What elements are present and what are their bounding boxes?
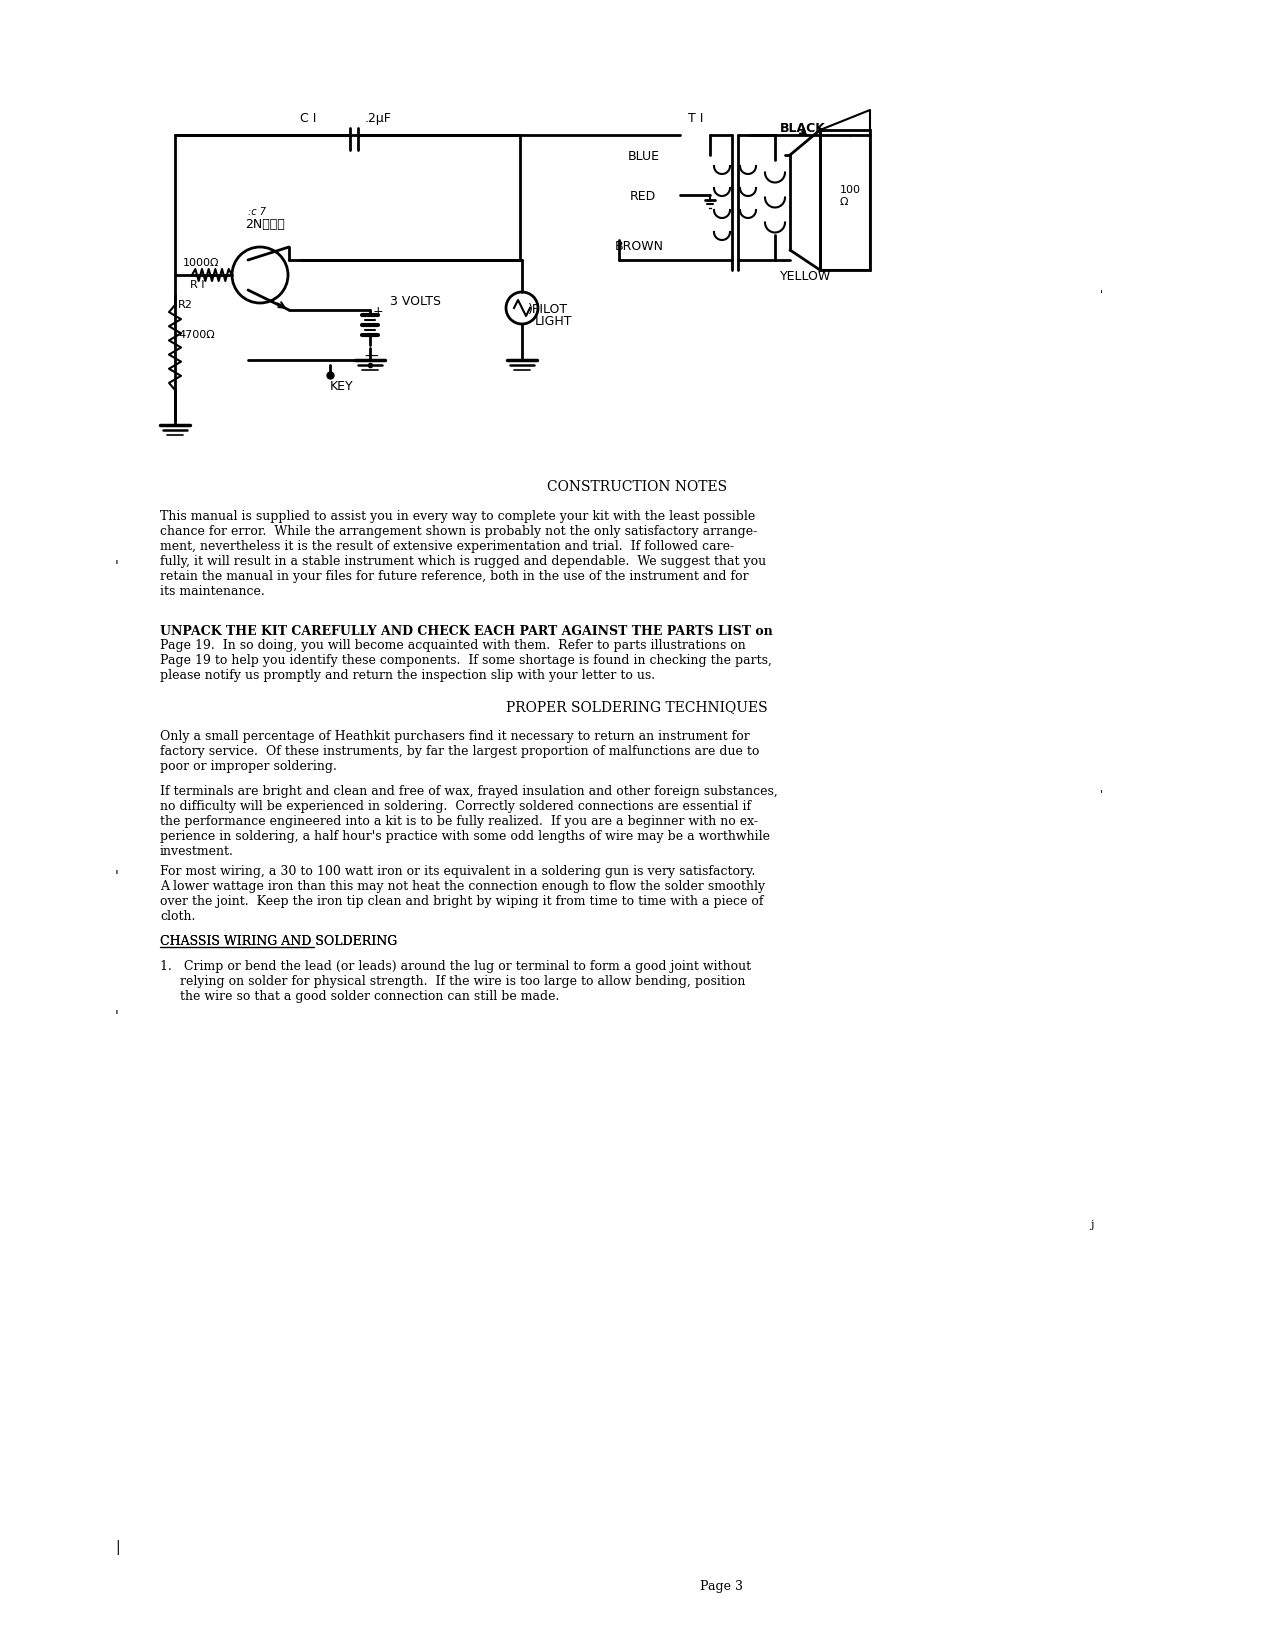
Text: ': ' — [115, 1010, 119, 1024]
Text: ': ' — [1100, 291, 1103, 300]
Text: 1000Ω: 1000Ω — [184, 258, 219, 267]
Text: RED: RED — [630, 190, 657, 203]
Text: BLUE: BLUE — [629, 150, 660, 163]
Text: YELLOW: YELLOW — [780, 271, 831, 282]
Text: CHASSIS WIRING AND SOLDERING: CHASSIS WIRING AND SOLDERING — [159, 934, 398, 948]
Text: +: + — [374, 305, 384, 319]
Text: Page 19.  In so doing, you will become acquainted with them.  Refer to parts ill: Page 19. In so doing, you will become ac… — [159, 639, 771, 682]
Text: j: j — [1090, 1220, 1094, 1230]
Text: PROPER SOLDERING TECHNIQUES: PROPER SOLDERING TECHNIQUES — [506, 700, 768, 713]
Text: 3 VOLTS: 3 VOLTS — [390, 296, 441, 309]
Text: C I: C I — [300, 112, 316, 125]
Text: This manual is supplied to assist you in every way to complete your kit with the: This manual is supplied to assist you in… — [159, 510, 766, 598]
Text: If terminals are bright and clean and free of wax, frayed insulation and other f: If terminals are bright and clean and fr… — [159, 784, 778, 859]
Text: ': ' — [1100, 789, 1103, 801]
Text: LIGHT: LIGHT — [536, 315, 572, 329]
Text: For most wiring, a 30 to 100 watt iron or its equivalent in a soldering gun is v: For most wiring, a 30 to 100 watt iron o… — [159, 865, 765, 923]
Text: ': ' — [115, 870, 119, 883]
Text: T I: T I — [688, 112, 704, 125]
Text: 1.   Crimp or bend the lead (or leads) around the lug or terminal to form a good: 1. Crimp or bend the lead (or leads) aro… — [159, 959, 751, 1004]
Text: KEY: KEY — [330, 380, 353, 393]
Text: ': ' — [115, 560, 119, 575]
Text: .2μF: .2μF — [365, 112, 391, 125]
Text: BROWN: BROWN — [615, 239, 664, 253]
Bar — [820, 130, 870, 271]
Text: Only a small percentage of Heathkit purchasers find it necessary to return an in: Only a small percentage of Heathkit purc… — [159, 730, 760, 773]
Text: 100
Ω: 100 Ω — [840, 185, 861, 206]
Text: UNPACK THE KIT CAREFULLY AND CHECK EACH PART AGAINST THE PARTS LIST on: UNPACK THE KIT CAREFULLY AND CHECK EACH … — [159, 626, 773, 637]
Text: CHASSIS WIRING AND SOLDERING: CHASSIS WIRING AND SOLDERING — [159, 934, 398, 948]
Text: Page 3: Page 3 — [700, 1580, 743, 1593]
Text: 4700Ω: 4700Ω — [179, 330, 214, 340]
Text: BLACK: BLACK — [780, 122, 826, 135]
Text: R2: R2 — [179, 300, 193, 310]
Text: )PILOT: )PILOT — [528, 304, 569, 315]
Text: :c 7: :c 7 — [249, 206, 266, 216]
Text: —: — — [363, 350, 377, 363]
Text: CONSTRUCTION NOTES: CONSTRUCTION NOTES — [547, 480, 727, 494]
Text: |: | — [115, 1540, 120, 1555]
Text: 2N⯈⯈⯈: 2N⯈⯈⯈ — [245, 218, 284, 231]
Text: R I: R I — [190, 281, 204, 291]
